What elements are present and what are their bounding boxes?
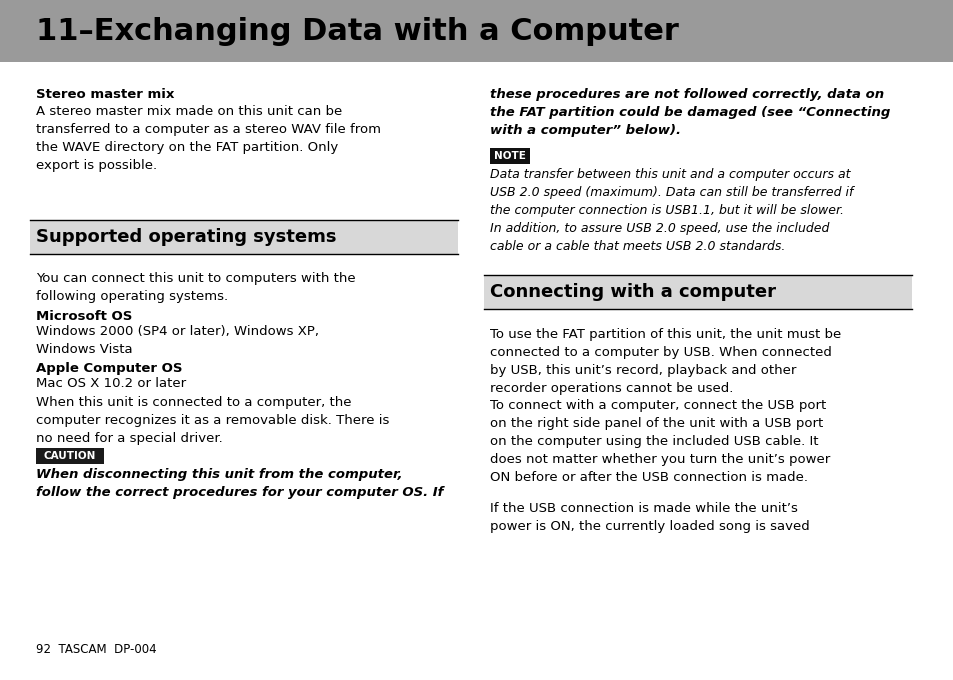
Text: Microsoft OS: Microsoft OS <box>36 310 132 323</box>
Text: CAUTION: CAUTION <box>44 451 96 461</box>
Text: NOTE: NOTE <box>494 151 525 161</box>
Text: Windows 2000 (SP4 or later), Windows XP,
Windows Vista: Windows 2000 (SP4 or later), Windows XP,… <box>36 325 318 356</box>
Text: If the USB connection is made while the unit’s
power is ON, the currently loaded: If the USB connection is made while the … <box>490 502 809 533</box>
Text: Supported operating systems: Supported operating systems <box>36 228 336 246</box>
Text: Mac OS X 10.2 or later: Mac OS X 10.2 or later <box>36 377 186 390</box>
Text: 92  TASCAM  DP-004: 92 TASCAM DP-004 <box>36 643 156 656</box>
FancyBboxPatch shape <box>36 448 104 464</box>
Text: To connect with a computer, connect the USB port
on the right side panel of the : To connect with a computer, connect the … <box>490 399 829 484</box>
Text: Apple Computer OS: Apple Computer OS <box>36 362 182 375</box>
FancyBboxPatch shape <box>490 148 530 164</box>
Text: A stereo master mix made on this unit can be
transferred to a computer as a ster: A stereo master mix made on this unit ca… <box>36 105 380 172</box>
Text: Stereo master mix: Stereo master mix <box>36 88 174 101</box>
Text: 11–Exchanging Data with a Computer: 11–Exchanging Data with a Computer <box>36 16 679 46</box>
Text: When disconnecting this unit from the computer,
follow the correct procedures fo: When disconnecting this unit from the co… <box>36 468 443 499</box>
Text: You can connect this unit to computers with the
following operating systems.: You can connect this unit to computers w… <box>36 272 355 303</box>
Text: To use the FAT partition of this unit, the unit must be
connected to a computer : To use the FAT partition of this unit, t… <box>490 328 841 395</box>
Text: When this unit is connected to a computer, the
computer recognizes it as a remov: When this unit is connected to a compute… <box>36 396 389 445</box>
FancyBboxPatch shape <box>0 0 953 62</box>
FancyBboxPatch shape <box>30 220 457 254</box>
Text: these procedures are not followed correctly, data on
the FAT partition could be : these procedures are not followed correc… <box>490 88 889 137</box>
Text: In addition, to assure USB 2.0 speed, use the included
cable or a cable that mee: In addition, to assure USB 2.0 speed, us… <box>490 222 828 253</box>
Text: Data transfer between this unit and a computer occurs at
USB 2.0 speed (maximum): Data transfer between this unit and a co… <box>490 168 853 217</box>
FancyBboxPatch shape <box>483 275 911 309</box>
Text: Connecting with a computer: Connecting with a computer <box>490 283 775 301</box>
